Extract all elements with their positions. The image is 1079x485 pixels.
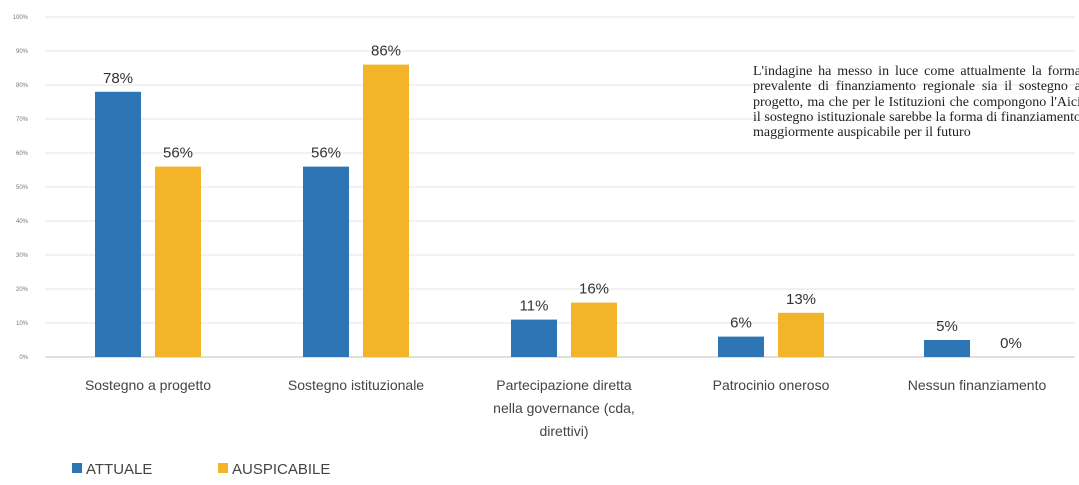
bar — [778, 312, 824, 357]
bar — [924, 340, 970, 357]
y-tick-label: 90% — [16, 49, 29, 55]
category-label: Partecipazione diretta — [496, 377, 632, 393]
y-tick-label: 40% — [16, 219, 29, 225]
x-axis-categories: Sostegno a progetto Sostegno istituzional… — [85, 377, 1047, 439]
y-tick-label: 10% — [16, 321, 29, 327]
legend-swatch — [218, 463, 228, 473]
gridlines — [45, 16, 1075, 358]
data-label: 6% — [730, 315, 752, 332]
category-label: Patrocinio oneroso — [713, 377, 830, 393]
bars — [95, 64, 970, 358]
legend: ATTUALE AUSPICABILE — [72, 461, 330, 478]
bar — [303, 166, 349, 357]
data-label: 86% — [371, 43, 401, 60]
legend-swatch — [72, 463, 82, 473]
y-tick-label: 80% — [16, 83, 29, 89]
bar — [95, 91, 141, 358]
data-label: 16% — [579, 281, 609, 298]
data-label: 11% — [520, 298, 549, 315]
bar — [718, 336, 764, 357]
y-tick-label: 60% — [16, 151, 29, 157]
bar — [155, 166, 201, 357]
bar — [511, 319, 557, 357]
data-label: 5% — [936, 318, 958, 335]
data-label: 13% — [786, 291, 816, 308]
data-label: 56% — [163, 145, 193, 162]
data-labels: 78% 56% 11% 6% 5% 56% 86% 16% 13% 0% — [103, 43, 1022, 352]
data-label: 78% — [103, 70, 133, 87]
y-tick-label: 100% — [13, 15, 29, 21]
y-axis-ticks: 0% 10% 20% 30% 40% 50% 60% 70% 80% 90% 100% — [13, 15, 29, 361]
y-tick-label: 20% — [16, 287, 29, 293]
y-tick-label: 0% — [19, 355, 28, 361]
annotation-text: L'indagine ha messo in luce come attualm… — [753, 64, 1079, 141]
legend-label: AUSPICABILE — [232, 461, 330, 478]
y-tick-label: 30% — [16, 253, 29, 259]
category-label: direttivi) — [539, 423, 588, 439]
category-label: Nessun finanziamento — [908, 377, 1047, 393]
bar — [571, 302, 617, 357]
category-label: nella governance (cda, — [493, 400, 635, 416]
data-label: 56% — [311, 145, 341, 162]
data-label: 0% — [1000, 335, 1022, 352]
y-tick-label: 50% — [16, 185, 29, 191]
y-tick-label: 70% — [16, 117, 29, 123]
category-label: Sostegno istituzionale — [288, 377, 424, 393]
legend-label: ATTUALE — [86, 461, 152, 478]
category-label: Sostegno a progetto — [85, 377, 211, 393]
bar — [363, 64, 409, 357]
